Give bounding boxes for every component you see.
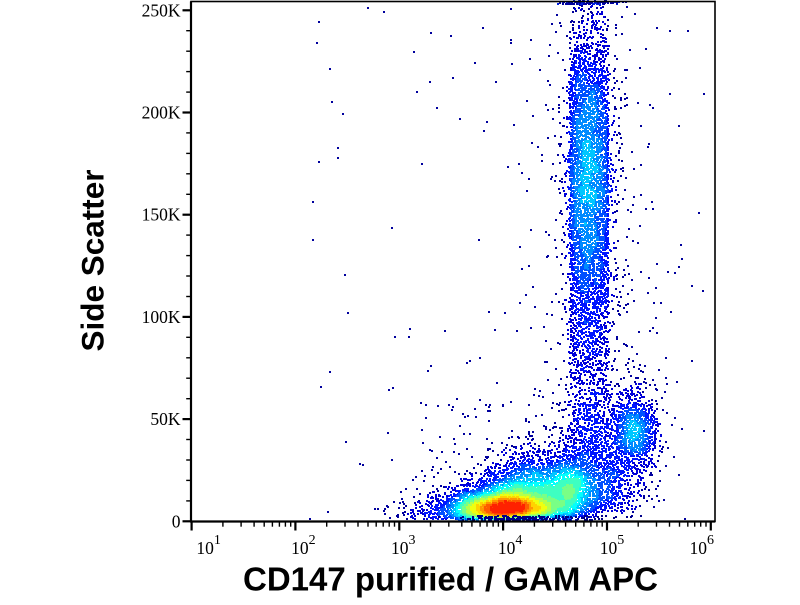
svg-text:250K: 250K xyxy=(142,0,181,20)
svg-text:200K: 200K xyxy=(142,103,181,123)
svg-text:CD147 purified / GAM APC: CD147 purified / GAM APC xyxy=(243,561,658,598)
svg-text:100K: 100K xyxy=(142,307,181,327)
svg-text:0: 0 xyxy=(172,511,181,531)
svg-text:Side Scatter: Side Scatter xyxy=(75,169,111,351)
svg-text:50K: 50K xyxy=(150,409,181,429)
svg-text:150K: 150K xyxy=(142,205,181,225)
